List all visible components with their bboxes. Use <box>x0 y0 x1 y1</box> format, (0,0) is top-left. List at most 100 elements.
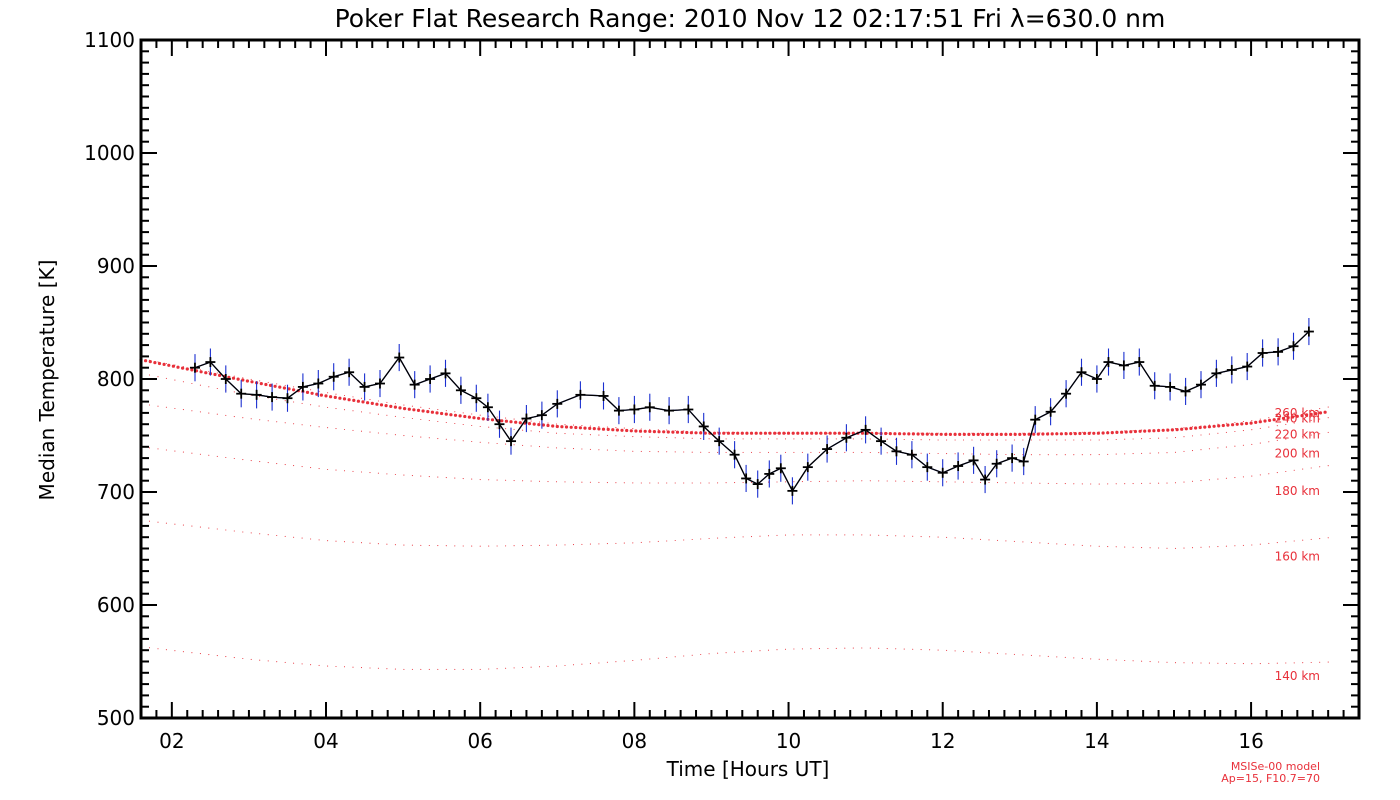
model-dot <box>174 650 176 652</box>
model-dot <box>435 411 439 415</box>
model-dot <box>437 545 439 547</box>
model-dot <box>1327 417 1329 419</box>
model-dot <box>259 380 261 382</box>
model-dot <box>895 648 897 650</box>
data-point <box>1288 341 1299 352</box>
model-dot <box>233 375 235 377</box>
model-dot <box>1242 544 1244 546</box>
model-dot <box>564 424 566 426</box>
model-dot <box>784 648 787 650</box>
model-dot <box>1056 543 1058 545</box>
model-dot <box>426 410 430 414</box>
model-dot <box>640 482 642 484</box>
model-dot <box>191 652 193 654</box>
data-point <box>1030 414 1041 425</box>
model-dot <box>1056 454 1058 456</box>
model-dot <box>1055 432 1059 436</box>
model-dot <box>869 534 871 536</box>
model-dot <box>589 448 591 450</box>
model-dot <box>835 647 837 649</box>
model-dot <box>734 651 736 653</box>
model-dot <box>827 480 829 482</box>
model-dot <box>1059 432 1063 436</box>
model-dot <box>532 422 536 426</box>
model-dot <box>776 534 778 536</box>
model-dot <box>513 667 515 669</box>
model-dot <box>1050 432 1054 436</box>
model-dot <box>157 361 159 363</box>
model-dot <box>267 534 269 536</box>
data-point <box>741 473 752 484</box>
model-dot <box>1285 541 1287 543</box>
model-dot <box>462 423 464 426</box>
data-point <box>729 449 740 460</box>
model-dot <box>377 543 379 545</box>
model-dot <box>250 532 252 534</box>
data-point <box>494 419 505 430</box>
model-dot <box>1013 540 1015 542</box>
model-dot <box>445 545 447 547</box>
model-dot <box>225 656 227 658</box>
model-dot <box>555 544 558 546</box>
model-dot <box>481 417 485 421</box>
model-dot <box>394 544 396 546</box>
model-dot <box>898 432 902 436</box>
model-dot <box>912 480 914 482</box>
model-dot <box>784 534 787 536</box>
model-dot <box>1198 425 1202 430</box>
model-dot <box>801 481 803 483</box>
model-dot <box>1231 423 1235 427</box>
model-dot <box>343 470 346 472</box>
model-dot <box>902 432 906 436</box>
series-line-blue <box>194 331 1310 493</box>
model-dot <box>379 403 384 407</box>
model-dot <box>1064 439 1066 441</box>
model-dot <box>199 653 201 655</box>
data-point <box>1195 379 1206 390</box>
model-dot <box>199 369 201 371</box>
model-dot <box>259 419 261 421</box>
model-dot <box>606 661 608 663</box>
model-dot <box>1242 663 1244 665</box>
model-dot <box>793 451 795 453</box>
model-dot <box>1251 475 1253 477</box>
model-dot <box>250 418 252 420</box>
model-dot <box>708 653 710 655</box>
model-dot <box>1149 452 1151 454</box>
y-axis-label: Median Temperature [K] <box>35 260 59 501</box>
model-dot <box>148 404 151 406</box>
model-dot <box>1259 418 1261 420</box>
model-dot <box>583 426 587 430</box>
model-dot <box>1268 542 1270 544</box>
model-dot <box>810 534 812 536</box>
model-dot <box>1225 545 1227 547</box>
model-dot <box>278 385 282 389</box>
model-dot <box>454 477 456 479</box>
model-dot <box>625 428 629 433</box>
model-dot <box>861 438 863 440</box>
model-dot <box>886 535 888 537</box>
model-dot <box>394 403 396 405</box>
model-dot <box>1046 432 1050 436</box>
model-dot <box>1005 653 1007 655</box>
model-dot <box>327 540 329 542</box>
model-dot <box>1327 661 1329 663</box>
model-dot <box>250 378 252 380</box>
model-dot <box>171 364 175 368</box>
model-dot <box>935 432 939 436</box>
model-dot <box>216 655 218 657</box>
model-dot <box>555 424 559 429</box>
data-point <box>891 446 902 457</box>
model-dot <box>182 524 184 526</box>
model-dot <box>742 481 744 484</box>
model-dot <box>988 481 990 484</box>
model-dot <box>1005 453 1007 456</box>
model-dot <box>937 481 939 483</box>
model-dot <box>420 406 422 408</box>
data-point <box>787 485 798 496</box>
model-dot <box>717 451 719 453</box>
model-dot <box>407 407 411 411</box>
model-dot <box>437 476 439 478</box>
model-dot <box>996 539 999 541</box>
model-dot <box>1090 545 1092 547</box>
